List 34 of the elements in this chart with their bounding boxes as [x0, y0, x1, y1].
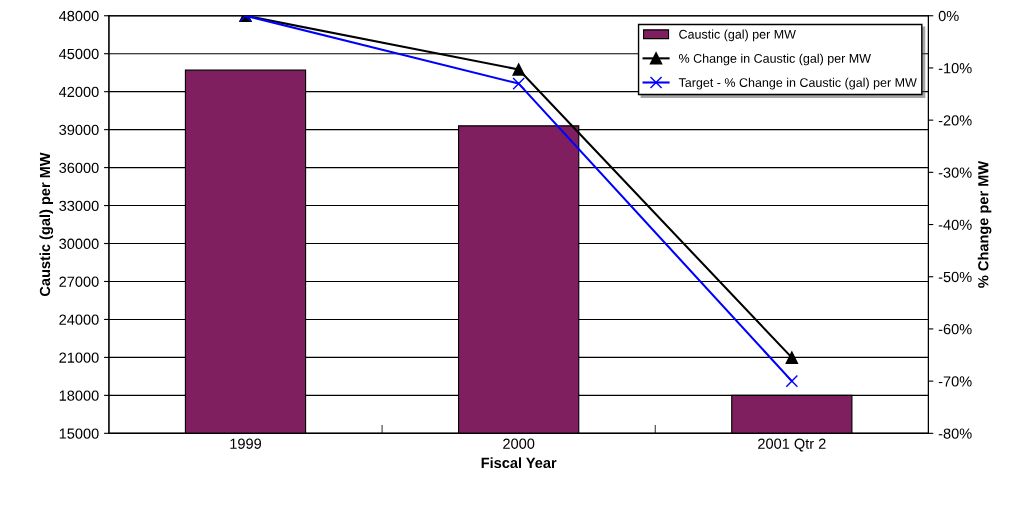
y2-tick-label: -20%	[938, 115, 972, 126]
y2-tick-label: -80%	[938, 428, 972, 439]
y-tick-label: 15000	[59, 428, 99, 439]
y2-tick-label: -60%	[938, 324, 972, 335]
legend-label: % Change in Caustic (gal) per MW	[679, 53, 871, 66]
point	[512, 77, 525, 90]
y-tick-label: 48000	[58, 10, 99, 22]
y-tick-label: 36000	[59, 162, 99, 174]
point	[785, 374, 799, 388]
point	[512, 63, 525, 76]
legend-label: Caustic (gal) per MW	[679, 29, 796, 42]
y-axis-title: Caustic (gal) per MW	[39, 152, 54, 297]
y2-tick-label: -30%	[938, 167, 972, 178]
y-tick-label: 33000	[59, 200, 99, 211]
y2-tick-label: -40%	[938, 219, 972, 230]
y-tick-label: 27000	[59, 276, 99, 287]
y2-tick-label: -50%	[938, 271, 972, 283]
y-tick-label: 30000	[59, 238, 99, 249]
y2-tick-label: -10%	[938, 63, 972, 74]
y-tick-label: 45000	[58, 48, 99, 60]
y2-tick-label: -70%	[938, 376, 972, 387]
x-tick-label: 1999	[230, 438, 262, 449]
y-tick-label: 24000	[59, 314, 99, 325]
y-tick-label: 39000	[59, 124, 99, 136]
legend-label: Target - % Change in Caustic (gal) per MW	[678, 77, 917, 90]
point	[785, 351, 799, 364]
y-tick-label: 18000	[59, 390, 99, 401]
x-axis-title: Fiscal Year	[481, 457, 557, 469]
y-tick-label: 42000	[58, 86, 99, 98]
x-tick-label: 2001 Qtr 2	[758, 438, 826, 452]
x-tick-label: 2000	[503, 438, 535, 449]
y-tick-label: 21000	[59, 352, 99, 363]
y2-tick-label: 0%	[938, 10, 959, 22]
y2-axis-title: % Change per MW	[977, 160, 992, 288]
